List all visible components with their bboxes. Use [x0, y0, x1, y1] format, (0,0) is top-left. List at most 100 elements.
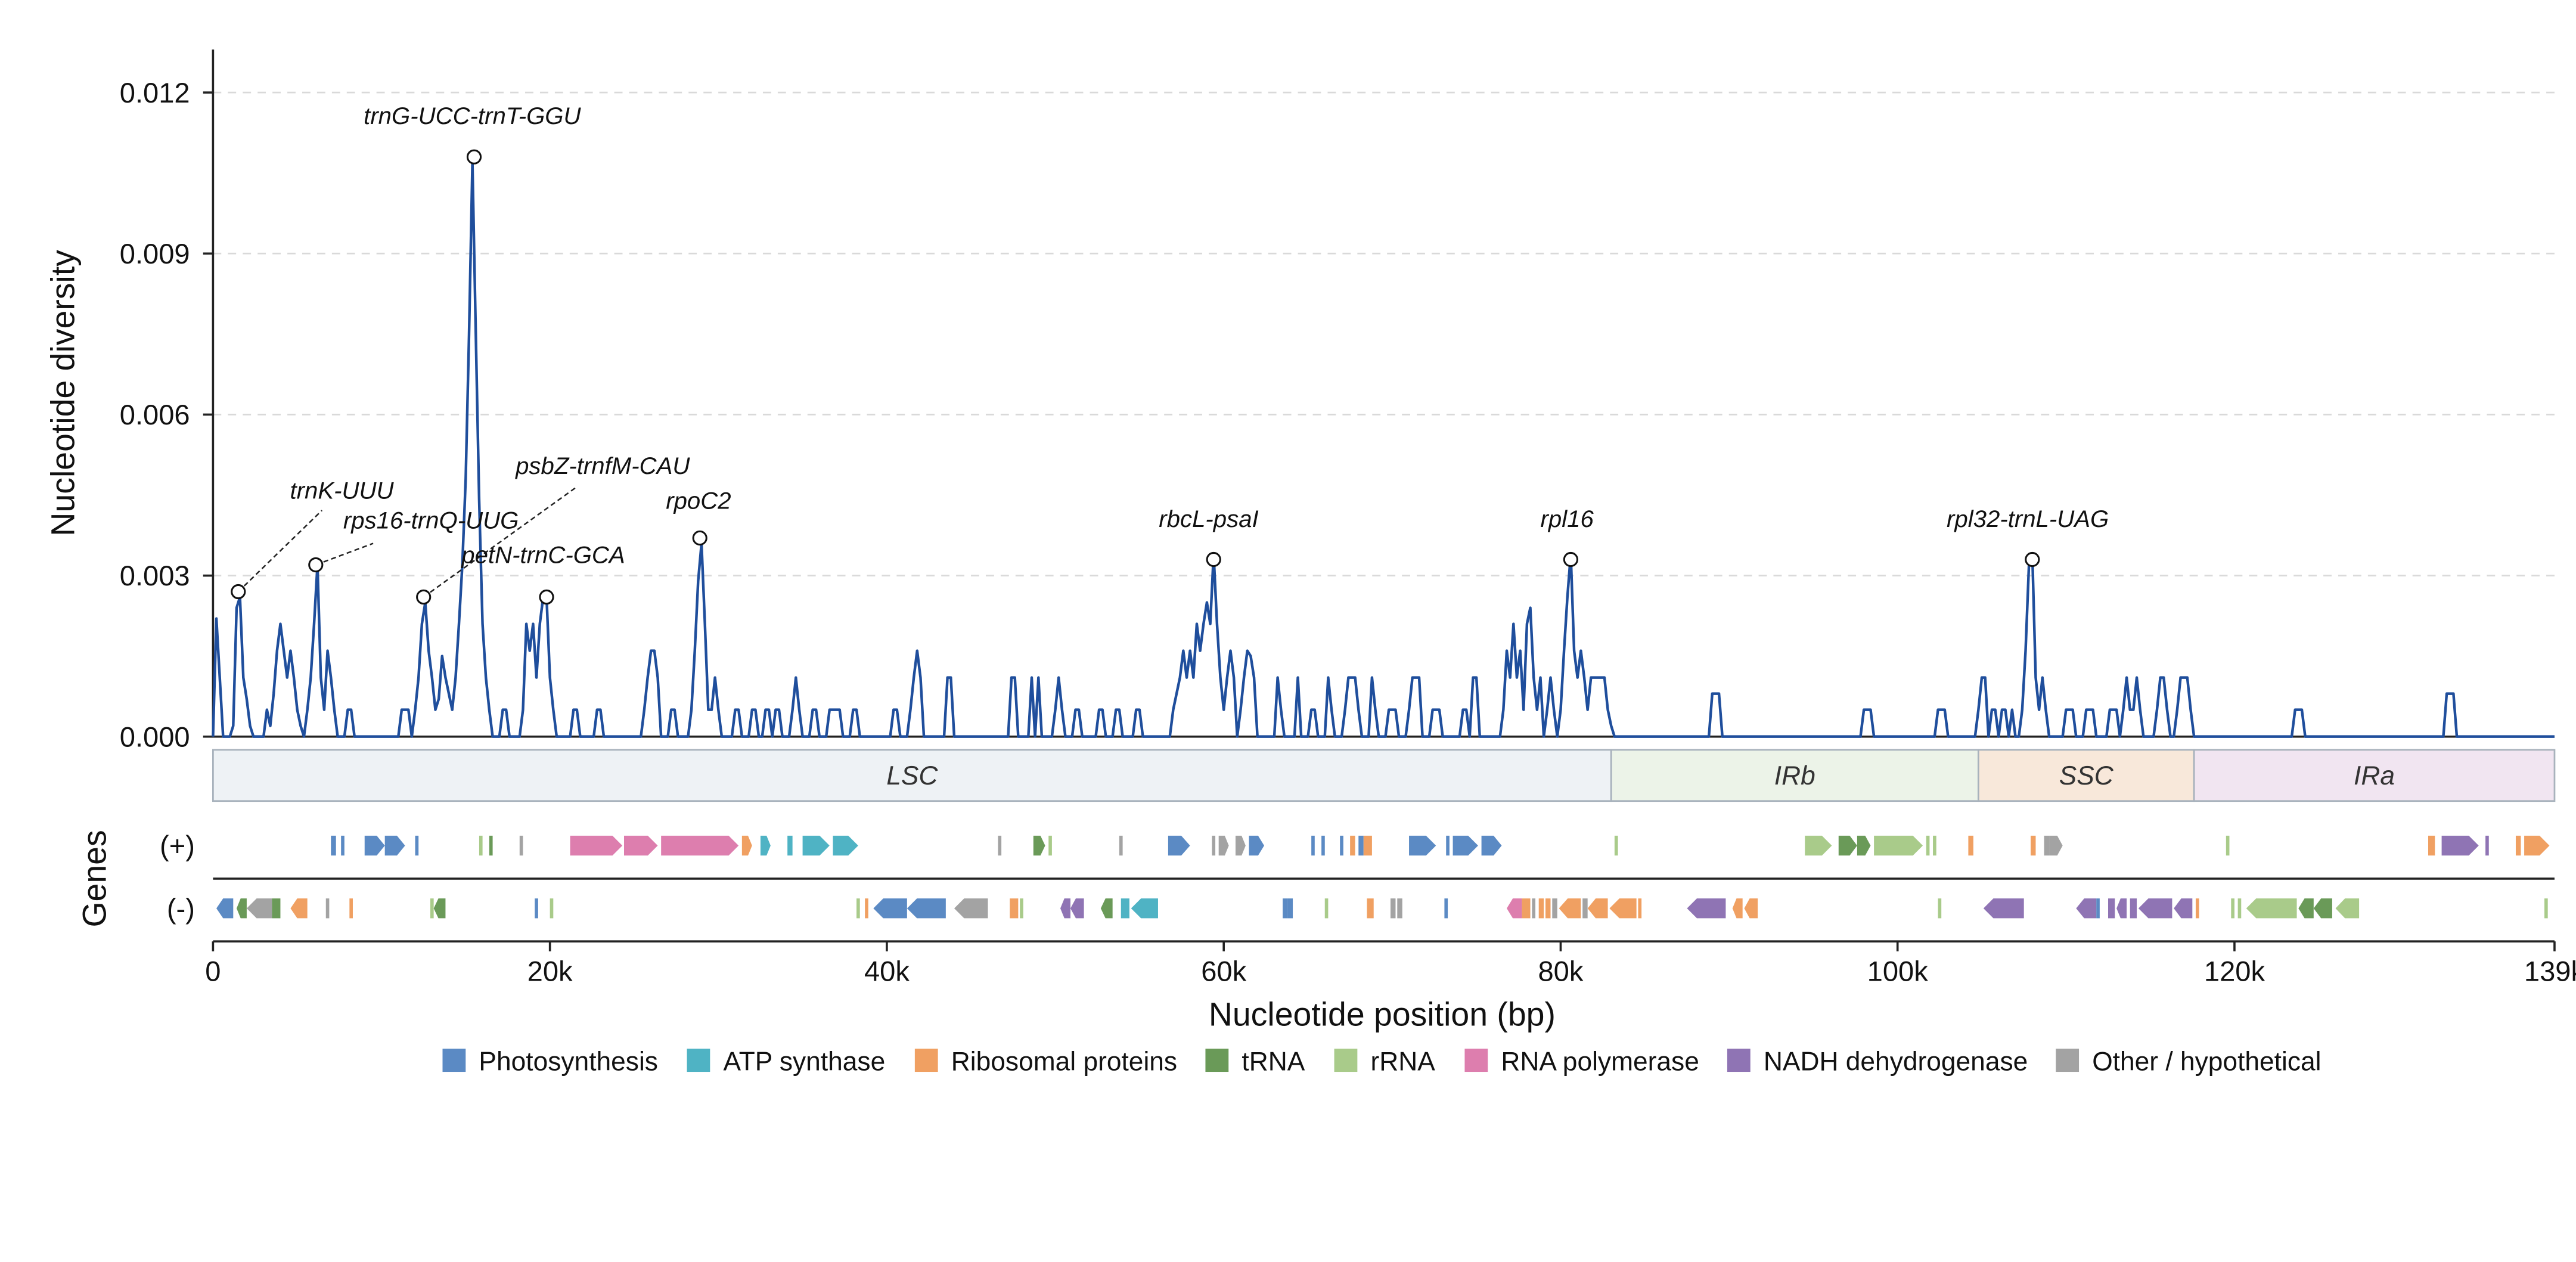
gene-mark [2485, 835, 2489, 856]
gene-mark [2515, 835, 2521, 856]
gene-mark [2524, 835, 2550, 856]
gene-mark [1614, 835, 1618, 856]
gene-mark [760, 835, 771, 856]
gene-mark [661, 835, 739, 856]
peak-marker [1563, 551, 1579, 568]
gene-mark [1367, 898, 1374, 919]
region-bar: LSC IRb SSC IRa [212, 749, 2556, 802]
peak-marker [692, 530, 707, 546]
gene-mark [1933, 835, 1936, 856]
gene-mark [1358, 835, 1364, 856]
peak-marker [308, 557, 324, 573]
x-tick-label: 120k [2204, 956, 2265, 987]
gene-mark [1311, 835, 1315, 856]
gene-mark [865, 898, 868, 919]
gene-mark [2076, 898, 2097, 919]
legend-label: RNA polymerase [1501, 1047, 1699, 1076]
legend: Photosynthesis ATP synthase Ribosomal prot… [442, 1047, 2321, 1076]
annotation-label: rpl32-trnL-UAG [1947, 506, 2109, 532]
gene-mark [907, 898, 946, 919]
y-tick-label: 0.012 [120, 77, 190, 108]
gene-mark [1321, 835, 1325, 856]
strand-minus-label: (-) [167, 892, 195, 924]
gene-mark [272, 898, 281, 919]
gene-mark [1283, 898, 1288, 919]
x-tick-label: 40k [864, 956, 910, 987]
gene-mark [236, 898, 247, 919]
legend-swatch [1334, 1049, 1358, 1072]
gene-mark [2544, 898, 2548, 919]
gene-mark [550, 898, 554, 919]
peak-marker [416, 589, 432, 605]
gene-mark [2138, 898, 2172, 919]
gene-mark [2130, 898, 2137, 919]
region-label: LSC [886, 761, 938, 790]
region-ira [2193, 749, 2556, 802]
legend-label: ATP synthase [723, 1047, 885, 1076]
x-tick-label: 100k [1867, 956, 1929, 987]
gene-mark [1687, 898, 1726, 919]
gene-mark [1532, 898, 1536, 919]
region-label: IRa [2354, 761, 2395, 790]
gene-mark [384, 835, 405, 856]
legend-swatch [1205, 1049, 1229, 1072]
gene-mark [1506, 898, 1522, 919]
gene-mark [433, 898, 446, 919]
gene-mark [1983, 898, 2024, 919]
peak-marker [466, 149, 482, 165]
annotation-label: psbZ-trnfM-CAU [515, 452, 690, 479]
gene-mark [2195, 898, 2199, 919]
gene-mark [1545, 898, 1551, 919]
gene-mark [1390, 898, 1396, 919]
legend-label: Other / hypothetical [2092, 1047, 2321, 1076]
gene-mark [2298, 898, 2314, 919]
gene-mark [1609, 898, 1637, 919]
gene-mark [2108, 898, 2115, 919]
gene-mark [2428, 835, 2435, 856]
gene-mark [1010, 898, 1019, 919]
gene-mark [1938, 898, 1942, 919]
x-tick-label: 20k [527, 956, 573, 987]
gene-mark [1453, 835, 1478, 856]
annotation-leader [423, 486, 577, 598]
gene-mark [1070, 898, 1084, 919]
gene-mark [2441, 835, 2479, 856]
annotation-label: trnG-UCC-trnT-GGU [364, 103, 581, 129]
gene-mark [1060, 898, 1070, 919]
x-tick-label: 60k [1201, 956, 1246, 987]
gene-mark [1409, 835, 1436, 856]
region-irb [1610, 749, 1979, 802]
gene-mark [1363, 835, 1372, 856]
y-tick-label: 0.000 [120, 721, 190, 752]
gene-mark [415, 835, 419, 856]
annotation-leader [315, 542, 374, 566]
gene-mark [1444, 898, 1448, 919]
legend-swatch [1464, 1049, 1488, 1072]
y-tick-label: 0.003 [120, 560, 190, 591]
gene-mark [954, 898, 988, 919]
gene-mark [246, 898, 272, 919]
gene-mark [802, 835, 830, 856]
gene-mark [2096, 898, 2100, 919]
gene-mark [1582, 898, 1588, 919]
strand-plus-label: (+) [160, 830, 195, 861]
gene-mark [1538, 898, 1544, 919]
annotations: trnG-UCC-trnT-GGU trnK-UUU rps16-trnQ-UUG p… [231, 103, 2109, 605]
gene-mark [1287, 898, 1293, 919]
gene-mark [1587, 898, 1608, 919]
gene-mark [1732, 898, 1743, 919]
gene-mark [2174, 898, 2193, 919]
gene-mark [1131, 898, 1158, 919]
gene-mark [1805, 835, 1832, 856]
genes-axis-label: Genes [76, 830, 113, 927]
gene-tracks [216, 835, 2550, 919]
gene-mark [833, 835, 858, 856]
gene-mark [1838, 835, 1857, 856]
y-axis-label: Nucleotide diversity [45, 250, 82, 537]
y-tick-label: 0.006 [120, 399, 190, 430]
annotation-leader [237, 510, 323, 593]
annotation-label: petN-trnC-GCA [461, 542, 625, 569]
gene-mark [1212, 835, 1216, 856]
gene-mark [1249, 835, 1265, 856]
legend-swatch [442, 1049, 466, 1072]
